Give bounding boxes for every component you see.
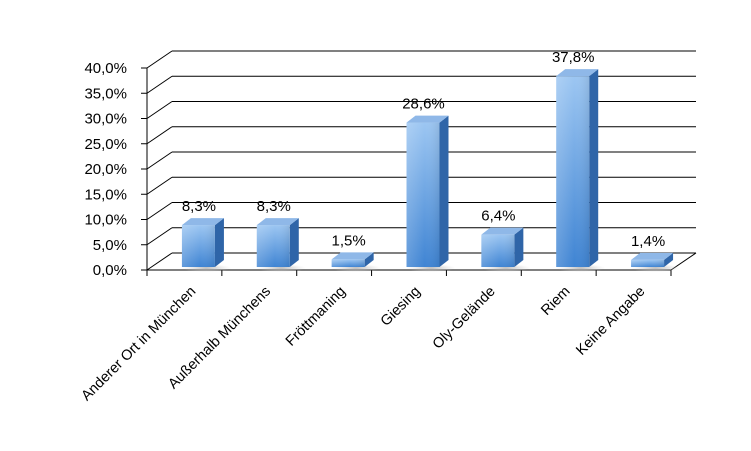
x-tick-label: Riem xyxy=(538,284,573,319)
bar xyxy=(406,115,456,272)
y-tick-labels: 0,0% 5,0% 10,0% 15,0% 20,0% 25,0% 30,0% 35,0% 40… xyxy=(84,60,127,279)
y-tick-label: 15,0% xyxy=(84,186,127,203)
y-tick-label: 25,0% xyxy=(84,136,127,153)
gridline xyxy=(146,75,696,94)
y-tick-label: 5,0% xyxy=(93,237,127,254)
bar xyxy=(630,252,681,272)
data-label: 6,4% xyxy=(481,208,515,225)
y-tick-label: 10,0% xyxy=(84,212,127,229)
x-tick-label: Giesing xyxy=(378,284,424,330)
data-label: 28,6% xyxy=(402,96,445,113)
y-tick-label: 20,0% xyxy=(84,161,127,178)
data-labels: 8,3% 8,3% 1,5% 28,6% 6,4% 37,8% 1,4% xyxy=(182,49,665,250)
bar xyxy=(256,218,307,272)
bar xyxy=(555,69,606,272)
x-tick-label: Oly-Gelände xyxy=(430,284,499,353)
y-tick-label: 35,0% xyxy=(84,85,127,102)
y-tick-label: 0,0% xyxy=(93,262,127,279)
x-tick-label: Keine Angabe xyxy=(573,284,648,359)
bar xyxy=(481,227,531,272)
data-label: 1,5% xyxy=(332,232,366,249)
gridline xyxy=(146,101,696,119)
gridline xyxy=(146,50,696,69)
bar xyxy=(181,218,232,272)
bars xyxy=(181,69,681,272)
data-label: 8,3% xyxy=(182,198,216,215)
data-label: 1,4% xyxy=(631,233,665,250)
y-tick-label: 40,0% xyxy=(84,60,127,77)
data-label: 37,8% xyxy=(552,49,595,66)
data-label: 8,3% xyxy=(257,198,291,215)
y-tick-label: 30,0% xyxy=(84,111,127,128)
x-tick-label: Fröttmaning xyxy=(283,284,349,350)
bar xyxy=(331,252,381,272)
